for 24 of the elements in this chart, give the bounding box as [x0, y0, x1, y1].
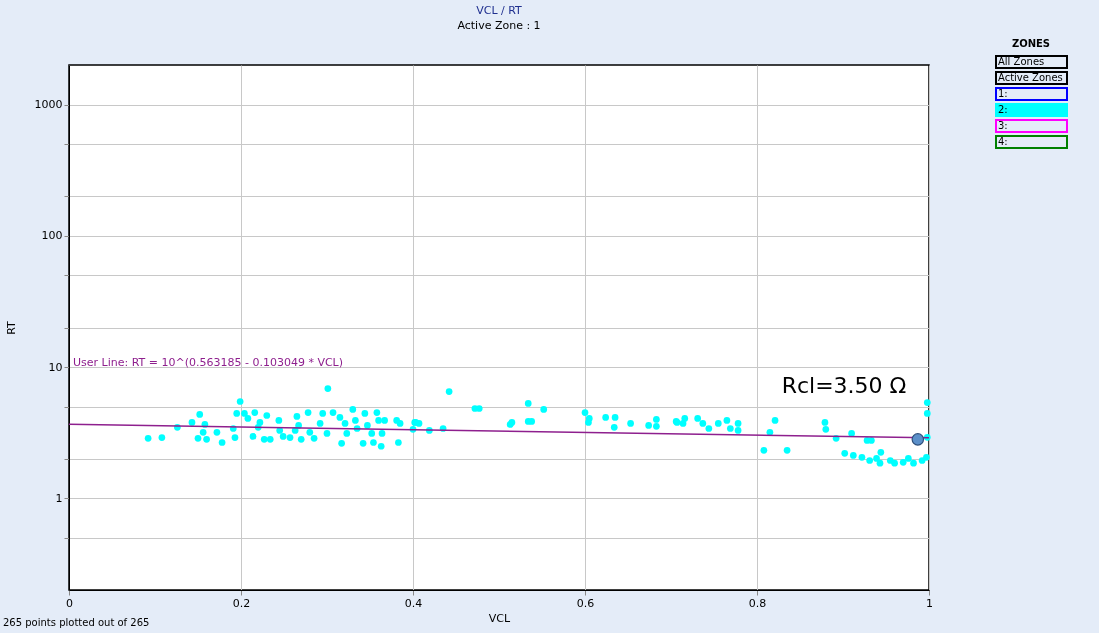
x-axis-title: VCL: [488, 611, 512, 625]
legend-label: 3:: [998, 120, 1008, 131]
annotation: User Line: RT = 10^(0.563185 - 0.103049 * VCL): [73, 356, 344, 369]
chart-title: VCL / RT: [476, 4, 523, 17]
y-tick-label: 1000: [34, 98, 63, 112]
text: Active Zones: [998, 72, 1063, 83]
x-tick-label: 0.2: [232, 596, 251, 610]
y-tick-label: 1: [55, 491, 63, 505]
text: 265 points plotted out of 265: [3, 617, 150, 628]
legend-label: 4:: [998, 136, 1008, 147]
annotation: Rcl=3.50 Ω: [781, 373, 907, 398]
x-tick-label: 0.6: [576, 596, 595, 610]
x-tick-label: 0.8: [748, 596, 767, 610]
legend-label: 1:: [998, 88, 1008, 99]
x-tick-label: 0.4: [404, 596, 423, 610]
chart-subtitle: Active Zone : 1: [457, 19, 541, 32]
x-tick-label: 0: [66, 596, 73, 610]
legend-title: ZONES: [1011, 38, 1051, 49]
text: All Zones: [998, 56, 1045, 67]
y-tick-label: 10: [48, 360, 63, 374]
x-tick-label: 1: [926, 596, 933, 610]
y-axis-title: RT: [4, 320, 18, 335]
text: 2:: [998, 104, 1008, 115]
y-tick-label: 100: [41, 229, 63, 243]
